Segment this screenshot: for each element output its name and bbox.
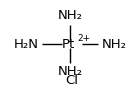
Text: NH₂: NH₂	[58, 65, 82, 78]
Text: Cl: Cl	[65, 74, 78, 87]
Text: NH₂: NH₂	[58, 9, 82, 22]
Text: ⁻: ⁻	[76, 72, 81, 82]
Text: 2+: 2+	[78, 34, 91, 43]
Text: NH₂: NH₂	[102, 38, 127, 51]
Text: H₂N: H₂N	[14, 38, 39, 51]
Text: Pt: Pt	[62, 38, 75, 51]
